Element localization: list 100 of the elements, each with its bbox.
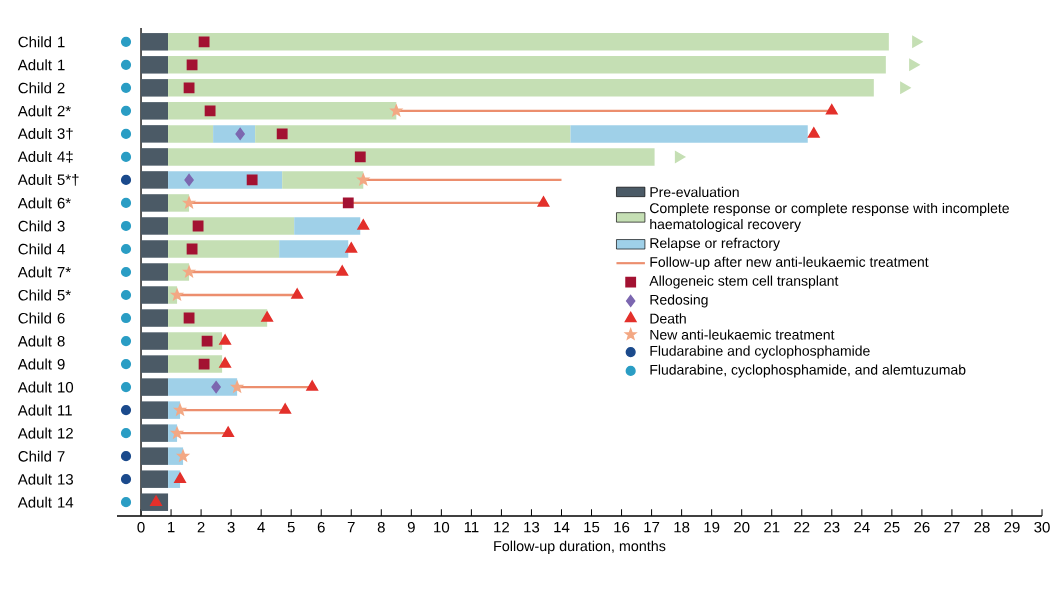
- bar: [141, 332, 169, 350]
- bar: [168, 102, 397, 120]
- legend-label: New anti-leukaemic treatment: [650, 329, 835, 340]
- bar: [141, 401, 169, 419]
- y-tick-label: Adult 12: [17, 427, 73, 439]
- x-tick-label: 1: [168, 521, 175, 533]
- x-tick-label: 30: [1034, 521, 1050, 533]
- y-tick-label: Adult 10: [17, 381, 74, 393]
- x-tick-label: 11: [464, 521, 479, 533]
- bar: [141, 424, 169, 442]
- bar: [168, 217, 295, 235]
- bar: [141, 194, 169, 212]
- bar: [141, 33, 169, 51]
- legend-label: Complete response or complete response with incomplete haematological recovery: [650, 202, 1009, 232]
- legend-label: Redosing: [650, 294, 708, 308]
- bar: [279, 240, 349, 258]
- y-tick-label: Child 6: [18, 312, 65, 324]
- x-tick-label: 0: [137, 521, 145, 533]
- x-tick-label: 12: [494, 521, 509, 533]
- bar: [141, 79, 169, 97]
- x-tick-label: 19: [704, 521, 720, 533]
- bar: [168, 33, 889, 51]
- bar: [168, 171, 283, 189]
- bar: [294, 217, 361, 235]
- x-tick-label: 8: [377, 521, 385, 533]
- x-tick-label: 27: [944, 521, 960, 533]
- bar: [141, 171, 169, 189]
- x-tick-label: 3: [227, 521, 235, 533]
- x-tick-label: 29: [1004, 521, 1020, 533]
- bar: [141, 56, 169, 74]
- x-tick-label: 10: [434, 521, 450, 533]
- x-tick-label: 14: [554, 521, 570, 533]
- bar: [570, 125, 808, 143]
- bar: [168, 263, 190, 281]
- bar: [168, 125, 214, 143]
- bar: [141, 355, 169, 373]
- y-tick-label: Child 5*: [18, 289, 71, 301]
- x-tick-label: 4: [257, 521, 265, 533]
- y-tick-label: Adult 6*: [17, 197, 71, 209]
- legend-label: Fludarabine and cyclophosphamide: [650, 345, 870, 359]
- legend-label: Death: [650, 313, 686, 324]
- y-tick-label: Adult 4‡: [17, 150, 73, 163]
- bar: [141, 102, 169, 120]
- legend-label: Allogeneic stem cell transplant: [649, 275, 839, 289]
- bar: [141, 378, 169, 396]
- bar: [141, 470, 169, 488]
- x-tick-label: 2: [197, 521, 205, 533]
- y-tick-label: Child 1: [18, 36, 65, 48]
- y-tick-label: Adult 7*: [17, 266, 71, 278]
- x-tick-label: 18: [674, 521, 690, 533]
- y-tick-label: Adult 2*: [17, 105, 71, 117]
- bar: [141, 286, 169, 304]
- bar: [168, 378, 238, 396]
- bar: [168, 194, 190, 212]
- y-tick-label: Adult 14: [17, 496, 74, 508]
- y-tick-label: Adult 11: [17, 404, 72, 416]
- x-tick-label: 15: [584, 521, 600, 533]
- x-tick-label: 9: [407, 521, 415, 533]
- x-tick-label: 20: [734, 521, 750, 533]
- y-tick-label: Adult 1: [17, 59, 65, 71]
- y-tick-label: Child 3: [18, 220, 65, 232]
- y-tick-label: Adult 5*†: [17, 173, 79, 186]
- bar: [255, 125, 571, 143]
- y-tick-label: Child 4: [18, 243, 65, 255]
- x-tick-label: 13: [524, 521, 540, 533]
- x-tick-label: 28: [974, 521, 990, 533]
- x-tick-label: 24: [854, 521, 870, 533]
- legend-label: Follow-up after new anti-leukaemic treatment: [650, 256, 929, 270]
- x-tick-label: 25: [884, 521, 900, 533]
- x-tick-label: 21: [764, 521, 780, 533]
- bar: [168, 148, 655, 166]
- bar: [168, 309, 268, 327]
- y-tick-label: Adult 13: [17, 473, 73, 485]
- bar: [141, 240, 169, 258]
- bar: [141, 447, 169, 465]
- bar: [213, 125, 256, 143]
- y-tick-label: Adult 8: [17, 335, 65, 347]
- legend-label: Pre-evaluation: [650, 186, 739, 198]
- x-tick-label: 22: [794, 521, 810, 533]
- bar: [141, 263, 169, 281]
- legend-label: Relapse or refractory: [650, 237, 780, 251]
- x-tick-label: 16: [614, 521, 630, 533]
- x-tick-label: 17: [644, 521, 660, 533]
- bar: [141, 217, 169, 235]
- x-axis-title: Follow-up duration, months: [494, 540, 666, 554]
- x-tick-label: 26: [914, 521, 930, 533]
- bar: [282, 171, 364, 189]
- bar: [141, 309, 169, 327]
- legend-label: Fludarabine, cyclophosphamide, and alemtuzumab: [650, 364, 966, 378]
- y-tick-label: Adult 9: [17, 358, 65, 370]
- bar: [141, 148, 169, 166]
- x-tick-label: 5: [287, 521, 295, 533]
- x-tick-label: 23: [824, 521, 840, 533]
- y-tick-label: Child 2: [18, 82, 65, 94]
- bar: [168, 79, 874, 97]
- bar: [141, 125, 169, 143]
- bar: [168, 240, 280, 258]
- y-tick-label: Child 7: [18, 450, 65, 462]
- y-tick-label: Adult 3†: [17, 127, 73, 140]
- x-tick-label: 6: [317, 521, 325, 533]
